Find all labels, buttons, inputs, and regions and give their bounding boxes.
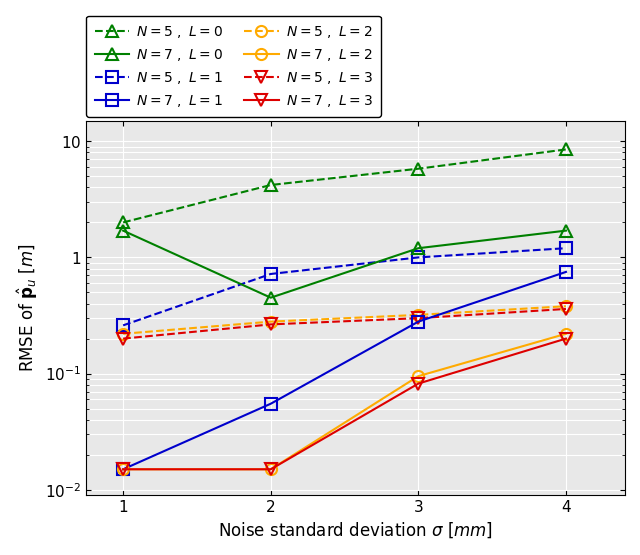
Y-axis label: RMSE of $\hat{\mathbf{p}}_u$ $[m]$: RMSE of $\hat{\mathbf{p}}_u$ $[m]$ xyxy=(15,244,40,372)
Legend: $N = 5\ ,\ L = 0$, $N = 7\ ,\ L = 0$, $N = 5\ ,\ L = 1$, $N = 7\ ,\ L = 1$, $N =: $N = 5\ ,\ L = 0$, $N = 7\ ,\ L = 0$, $N… xyxy=(86,16,381,117)
X-axis label: Noise standard deviation $\sigma$ $[mm]$: Noise standard deviation $\sigma$ $[mm]$ xyxy=(218,521,493,540)
